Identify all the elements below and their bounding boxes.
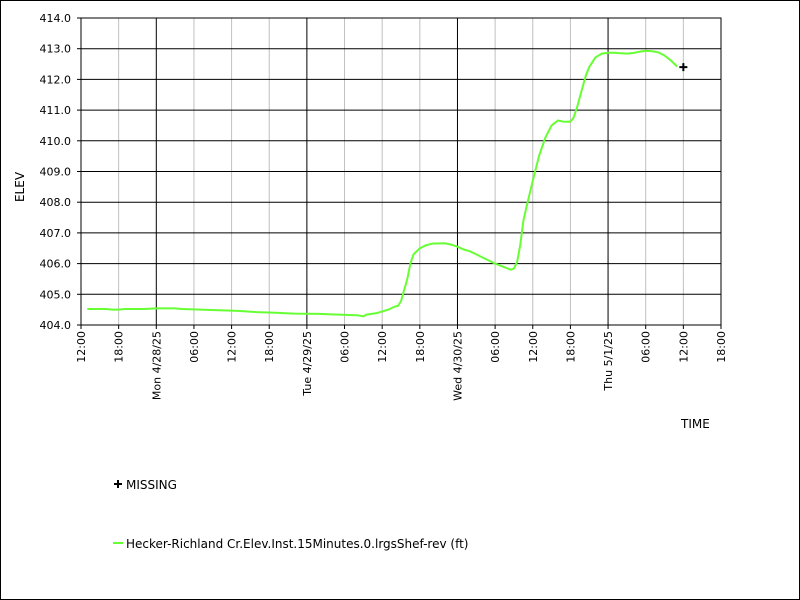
x-tick-label: 06:00 [640, 331, 653, 363]
grid-layer [81, 18, 721, 325]
x-tick-label: 18:00 [113, 331, 126, 363]
x-tick-label: 12:00 [75, 331, 88, 363]
legend: MISSING Hecker-Richland Cr.Elev.Inst.15M… [113, 478, 468, 551]
x-tick-label: 18:00 [414, 331, 427, 363]
x-tick-label: 12:00 [527, 331, 540, 363]
x-tick-label: 06:00 [188, 331, 201, 363]
x-tick-label: 18:00 [715, 331, 728, 363]
x-tick-label: 12:00 [376, 331, 389, 363]
x-tick-label: Thu 5/1/25 [602, 331, 615, 392]
y-tick-label: 408.0 [40, 196, 72, 209]
x-tick-label: 18:00 [263, 331, 276, 363]
x-axis-ticks: 12:00 18:00 Mon 4/28/25 06:00 12:00 18:00 Tue … [75, 325, 728, 401]
y-tick-label: 407.0 [40, 227, 72, 240]
x-tick-label: 12:00 [226, 331, 239, 363]
y-tick-label: 414.0 [40, 12, 72, 25]
legend-missing-label: MISSING [126, 478, 177, 492]
x-tick-label: 12:00 [677, 331, 690, 363]
y-tick-label: 412.0 [40, 73, 72, 86]
series-line [87, 49, 678, 318]
y-tick-label: 410.0 [40, 135, 72, 148]
y-tick-label: 404.0 [40, 319, 72, 332]
y-axis-ticks: 404.0 405.0 406.0 407.0 408.0 409.0 410.0 411.0… [40, 12, 81, 332]
x-tick-label: 18:00 [564, 331, 577, 363]
x-axis-label: TIME [680, 417, 710, 431]
x-tick-label: Tue 4/29/25 [301, 331, 314, 397]
missing-plus-icon [114, 480, 122, 488]
y-tick-label: 409.0 [40, 166, 72, 179]
x-tick-label: Mon 4/28/25 [150, 331, 163, 400]
legend-item-missing: MISSING [114, 478, 177, 492]
y-tick-label: 405.0 [40, 288, 72, 301]
x-tick-label: 06:00 [339, 331, 352, 363]
missing-markers [679, 63, 688, 72]
y-axis-label: ELEV [13, 171, 27, 202]
legend-series-label: Hecker-Richland Cr.Elev.Inst.15Minutes.0… [126, 537, 468, 551]
x-tick-label: 06:00 [489, 331, 502, 363]
y-tick-label: 411.0 [40, 104, 72, 117]
series-layer [87, 49, 678, 318]
legend-item-series: Hecker-Richland Cr.Elev.Inst.15Minutes.0… [113, 537, 468, 551]
y-tick-label: 413.0 [40, 43, 72, 56]
x-tick-label: Wed 4/30/25 [451, 331, 464, 401]
missing-marker [679, 63, 688, 72]
y-tick-label: 406.0 [40, 258, 72, 271]
